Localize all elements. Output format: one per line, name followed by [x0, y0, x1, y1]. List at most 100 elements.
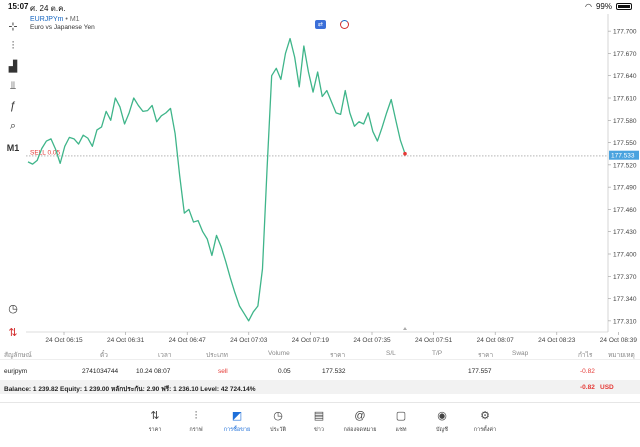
column-header[interactable]: ราคา	[478, 352, 494, 359]
position-open-price: 177.532	[322, 368, 346, 375]
y-tick-label: 177.490	[613, 185, 637, 192]
battery-icon	[616, 3, 632, 10]
indicators-icon[interactable]: ⫫	[9, 79, 17, 92]
x-tick-label: 24 Oct 06:31	[107, 337, 145, 344]
nav-label: การซื้อขาย	[223, 427, 251, 433]
chart-toolbar: ⊹ ⫶ ▟ ⫫ ƒ ⌕ M1 ◷ ⇅	[0, 14, 26, 344]
column-header[interactable]: กำไร	[578, 352, 593, 359]
x-tick-label: 24 Oct 06:47	[169, 337, 207, 344]
nav-trade[interactable]: ◩ การซื้อขาย	[217, 409, 257, 434]
position-volume: 0.05	[278, 368, 291, 375]
objects-icon[interactable]: ⌕	[9, 119, 17, 132]
nav-settings[interactable]: ⚙ การตั้งค่า	[465, 409, 505, 434]
nav-charts[interactable]: ⫶ กราฟ	[176, 409, 216, 434]
symbol-timeframe: M1	[69, 16, 80, 23]
nav-news[interactable]: ▤ ข่าว	[299, 409, 339, 434]
nav-label: แชท	[395, 427, 407, 433]
x-tick-label: 24 Oct 08:23	[538, 337, 576, 344]
y-tick-label: 177.370	[613, 274, 637, 281]
nav-quotes[interactable]: ⇅ ราคา	[135, 409, 175, 434]
position-type: sell	[218, 368, 228, 375]
trade-icon: ◩	[231, 410, 243, 422]
x-tick-label: 24 Oct 06:15	[45, 337, 83, 344]
positions-panel: สัญลักษณ์ ตั๋ว เวลา ประเภท Volume ราคา S/L T/P ร…	[0, 346, 640, 396]
current-price-label: 177.533	[611, 153, 635, 160]
candle-icon[interactable]: ⫶	[11, 39, 15, 52]
y-tick-label: 177.310	[613, 318, 637, 325]
nav-accounts[interactable]: ◉ บัญชี	[422, 409, 462, 434]
positions-header: สัญลักษณ์ ตั๋ว เวลา ประเภท Volume ราคา S/L T/P ร…	[0, 346, 640, 360]
column-header[interactable]: S/L	[386, 350, 396, 357]
symbol-title: EURJPYm • M1	[30, 16, 80, 23]
column-header[interactable]: สัญลักษณ์	[4, 352, 32, 359]
y-tick-label: 177.400	[613, 252, 637, 259]
column-header[interactable]: ตั๋ว	[100, 352, 108, 359]
nav-mailbox[interactable]: @ กล่องจดหมาย	[340, 409, 380, 434]
function-icon[interactable]: ƒ	[9, 100, 17, 112]
refresh-icon[interactable]	[340, 20, 349, 29]
y-tick-label: 177.520	[613, 162, 637, 169]
status-bar: 15:07 ศ. 24 ต.ค. ◠ 99%	[0, 0, 640, 14]
symbol-name: EURJPYm	[30, 16, 64, 23]
bottom-navigation: ⇅ ราคา ⫶ กราฟ ◩ การซื้อขาย ◷ ประวัติ ▤ ข่าว @ กล่อง…	[0, 402, 640, 447]
balance-bar: Balance: 1 239.82 Equity: 1 239.00 หลักป…	[0, 380, 640, 394]
zoom-icon[interactable]: ◷	[8, 302, 18, 315]
chart-type-icon[interactable]: ▟	[8, 60, 18, 73]
mailbox-icon: @	[354, 410, 366, 422]
timeframe-icon[interactable]: M1	[6, 143, 20, 153]
crosshair-icon[interactable]: ⊹	[8, 20, 18, 33]
y-tick-label: 177.610	[613, 96, 637, 103]
price-chart[interactable]: 177.700 177.670 177.640 177.610 177.580 177.5…	[26, 14, 640, 344]
chart-shift-icon[interactable]	[403, 327, 407, 330]
account-currency: USD	[600, 384, 614, 391]
quotes-icon: ⇅	[150, 410, 160, 422]
x-tick-label: 24 Oct 07:35	[353, 337, 391, 344]
x-tick-label: 24 Oct 07:19	[292, 337, 330, 344]
sell-position-label: SELL 0.05	[30, 149, 61, 156]
position-ticket: 2741034744	[82, 368, 119, 375]
position-profit: -0.82	[580, 368, 595, 375]
column-header[interactable]: T/P	[432, 350, 443, 357]
balance-summary: Balance: 1 239.82 Equity: 1 239.00 หลักป…	[4, 386, 256, 393]
symbol-description: Euro vs Japanese Yen	[30, 24, 95, 31]
nav-label: กราฟ	[189, 427, 203, 433]
news-icon: ▤	[313, 410, 325, 422]
total-profit: -0.82	[580, 384, 595, 391]
column-header[interactable]: Swap	[512, 350, 529, 357]
column-header[interactable]: ราคา	[330, 352, 346, 359]
y-tick-label: 177.670	[613, 51, 637, 58]
chart-area[interactable]: 177.700 177.670 177.640 177.610 177.580 177.5…	[26, 14, 640, 344]
position-current-price: 177.557	[468, 368, 492, 375]
y-tick-label: 177.460	[613, 207, 637, 214]
accounts-icon: ◉	[437, 410, 447, 422]
nav-chat[interactable]: ▢ แชท	[381, 409, 421, 434]
nav-history[interactable]: ◷ ประวัติ	[258, 409, 298, 434]
clock: 15:07	[8, 2, 29, 11]
nav-label: กล่องจดหมาย	[343, 427, 377, 433]
current-price-tag	[609, 150, 639, 160]
last-price-point	[403, 151, 407, 156]
y-tick-label: 177.340	[613, 296, 637, 303]
position-time: 10.24 08:07	[136, 368, 171, 375]
symbol-separator: •	[65, 16, 68, 23]
position-symbol: eurjpym	[4, 368, 28, 375]
x-tick-label: 24 Oct 08:39	[600, 337, 638, 344]
nav-label: ประวัติ	[269, 427, 287, 433]
price-series-line	[27, 37, 406, 322]
y-tick-label: 177.640	[613, 73, 637, 80]
column-header[interactable]: เวลา	[158, 352, 172, 359]
one-click-trading-icon[interactable]: ⇅	[8, 326, 18, 339]
charts-icon: ⫶	[194, 410, 198, 422]
y-tick-label: 177.430	[613, 229, 637, 236]
y-tick-label: 177.550	[613, 140, 637, 147]
column-header[interactable]: หมายเหตุ	[608, 352, 635, 359]
column-header[interactable]: ประเภท	[206, 352, 228, 359]
settings-icon: ⚙	[480, 410, 490, 422]
position-row[interactable]: eurjpym 2741034744 10.24 08:07 sell 0.05…	[0, 364, 640, 378]
column-header[interactable]: Volume	[268, 350, 290, 357]
y-tick-label: 177.580	[613, 118, 637, 125]
trade-panel-icon[interactable]: ⇄	[315, 20, 326, 29]
wifi-icon: ◠	[585, 2, 592, 11]
x-tick-label: 24 Oct 07:51	[415, 337, 453, 344]
x-tick-label: 24 Oct 08:07	[477, 337, 515, 344]
